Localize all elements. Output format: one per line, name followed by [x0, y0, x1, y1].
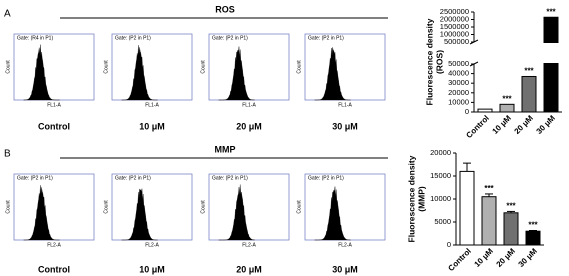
- x-tick-label: 10 μM: [472, 246, 495, 269]
- y-tick-label: 5000: [434, 217, 451, 226]
- histogram-caption: 20 μM: [236, 264, 262, 274]
- y-tick-label: 30000: [448, 78, 469, 87]
- significance-label: ***: [506, 202, 516, 211]
- y-tick-label: 500000: [444, 37, 469, 46]
- histogram-frame: [111, 33, 193, 101]
- histogram-shape: [23, 185, 60, 241]
- histogram-shape: [23, 44, 60, 101]
- histogram-gate: Gate: (P2 in P1): [308, 35, 344, 41]
- x-tick-label: Control: [464, 114, 490, 140]
- histogram-frame: [304, 33, 386, 101]
- x-tick-label: 10 μM: [490, 113, 513, 136]
- y-tick-label: 0: [447, 240, 451, 249]
- histogram-shape: [314, 47, 351, 101]
- y-tick-label: 2000000: [440, 14, 469, 23]
- histogram-gate: Gate: (P2 in P1): [212, 175, 248, 181]
- histogram-x-label: FL1-A: [242, 102, 256, 108]
- x-tick-label: 30 μM: [516, 246, 539, 269]
- panel-label: A: [4, 9, 11, 20]
- x-tick-label: 30 μM: [534, 113, 557, 136]
- histogram-y-label: Count: [103, 60, 109, 74]
- histogram-y-label: Count: [103, 200, 109, 214]
- y-tick-label: 20000: [448, 88, 469, 97]
- bar: [543, 16, 559, 113]
- axis-break-gap: [543, 43, 559, 63]
- bar: [499, 103, 515, 113]
- histogram-caption: 30 μM: [332, 264, 358, 274]
- histogram-caption: 20 μM: [236, 121, 262, 131]
- y-tick-label: 10000: [430, 194, 451, 203]
- y-axis-title: (MMP): [416, 186, 426, 212]
- histogram-frame: [304, 173, 386, 241]
- axis-break-mark: [469, 39, 479, 45]
- panel-title: MMP: [215, 144, 236, 154]
- histogram-x-label: FL2-A: [338, 242, 352, 248]
- histogram-shape: [218, 46, 255, 101]
- histogram-shape: [121, 45, 158, 101]
- x-tick-label: 20 μM: [512, 113, 535, 136]
- histogram-gate: Gate: (P2 in P1): [115, 175, 151, 181]
- y-tick-label: 1000000: [440, 29, 469, 38]
- axis-break-mark: [469, 61, 479, 67]
- bar: [521, 75, 537, 113]
- significance-label: ***: [484, 184, 494, 193]
- histogram-caption: Control: [38, 264, 70, 274]
- y-tick-label: 50000: [448, 59, 469, 68]
- histogram-gate: Gate: (P2 in P1): [308, 175, 344, 181]
- panel-title: ROS: [215, 4, 235, 14]
- y-tick-label: 0: [465, 107, 469, 116]
- histogram-x-label: FL2-A: [47, 242, 61, 248]
- significance-label: ***: [528, 221, 538, 230]
- histogram-caption: Control: [38, 121, 70, 131]
- histogram-y-label: Count: [296, 60, 302, 74]
- y-tick-label: 1500000: [440, 22, 469, 31]
- significance-label: ***: [502, 94, 512, 103]
- y-tick-label: 10000: [448, 97, 469, 106]
- y-tick-label: 15000: [430, 171, 451, 180]
- bar: [503, 212, 519, 246]
- histogram-gate: Gate: (P2 in P1): [17, 175, 53, 181]
- y-tick-label: 40000: [448, 69, 469, 78]
- y-axis-title: Fluorescence density: [424, 18, 434, 105]
- histogram-caption: 10 μM: [139, 264, 165, 274]
- histogram-frame: [13, 173, 95, 241]
- bar: [477, 108, 493, 113]
- x-tick-label: 20 μM: [494, 246, 517, 269]
- y-axis-title: (ROS): [434, 50, 444, 74]
- bar: [525, 230, 541, 246]
- x-tick-label: Control: [446, 247, 472, 273]
- histogram-frame: [208, 173, 290, 241]
- histogram-gate: Gate: (P2 in P1): [115, 35, 151, 41]
- histogram-y-label: Count: [296, 200, 302, 214]
- histogram-x-label: FL1-A: [338, 102, 352, 108]
- histogram-x-label: FL2-A: [145, 242, 159, 248]
- histogram-frame: [111, 173, 193, 241]
- histogram-y-label: Count: [5, 60, 11, 74]
- histogram-gate: Gate: (P2 in P1): [212, 35, 248, 41]
- histogram-shape: [121, 188, 158, 241]
- histogram-y-label: Count: [200, 60, 206, 74]
- histogram-caption: 30 μM: [332, 121, 358, 131]
- panel-label: B: [4, 149, 11, 160]
- histogram-x-label: FL1-A: [47, 102, 61, 108]
- histogram-y-label: Count: [5, 200, 11, 214]
- histogram-x-label: FL1-A: [145, 102, 159, 108]
- histogram-shape: [314, 186, 351, 241]
- bar: [459, 170, 475, 246]
- histogram-y-label: Count: [200, 200, 206, 214]
- histogram-frame: [13, 33, 95, 101]
- significance-label: ***: [546, 7, 556, 16]
- histogram-x-label: FL2-A: [242, 242, 256, 248]
- y-tick-label: 20000: [430, 148, 451, 157]
- y-tick-label: 2500000: [440, 7, 469, 16]
- histogram-shape: [218, 184, 255, 241]
- bar: [481, 196, 497, 246]
- y-axis-title: Fluorescence density: [406, 155, 416, 242]
- histogram-gate: Gate: (R4 in P1): [17, 35, 53, 41]
- histogram-frame: [208, 33, 290, 101]
- histogram-caption: 10 μM: [139, 121, 165, 131]
- significance-label: ***: [524, 67, 534, 76]
